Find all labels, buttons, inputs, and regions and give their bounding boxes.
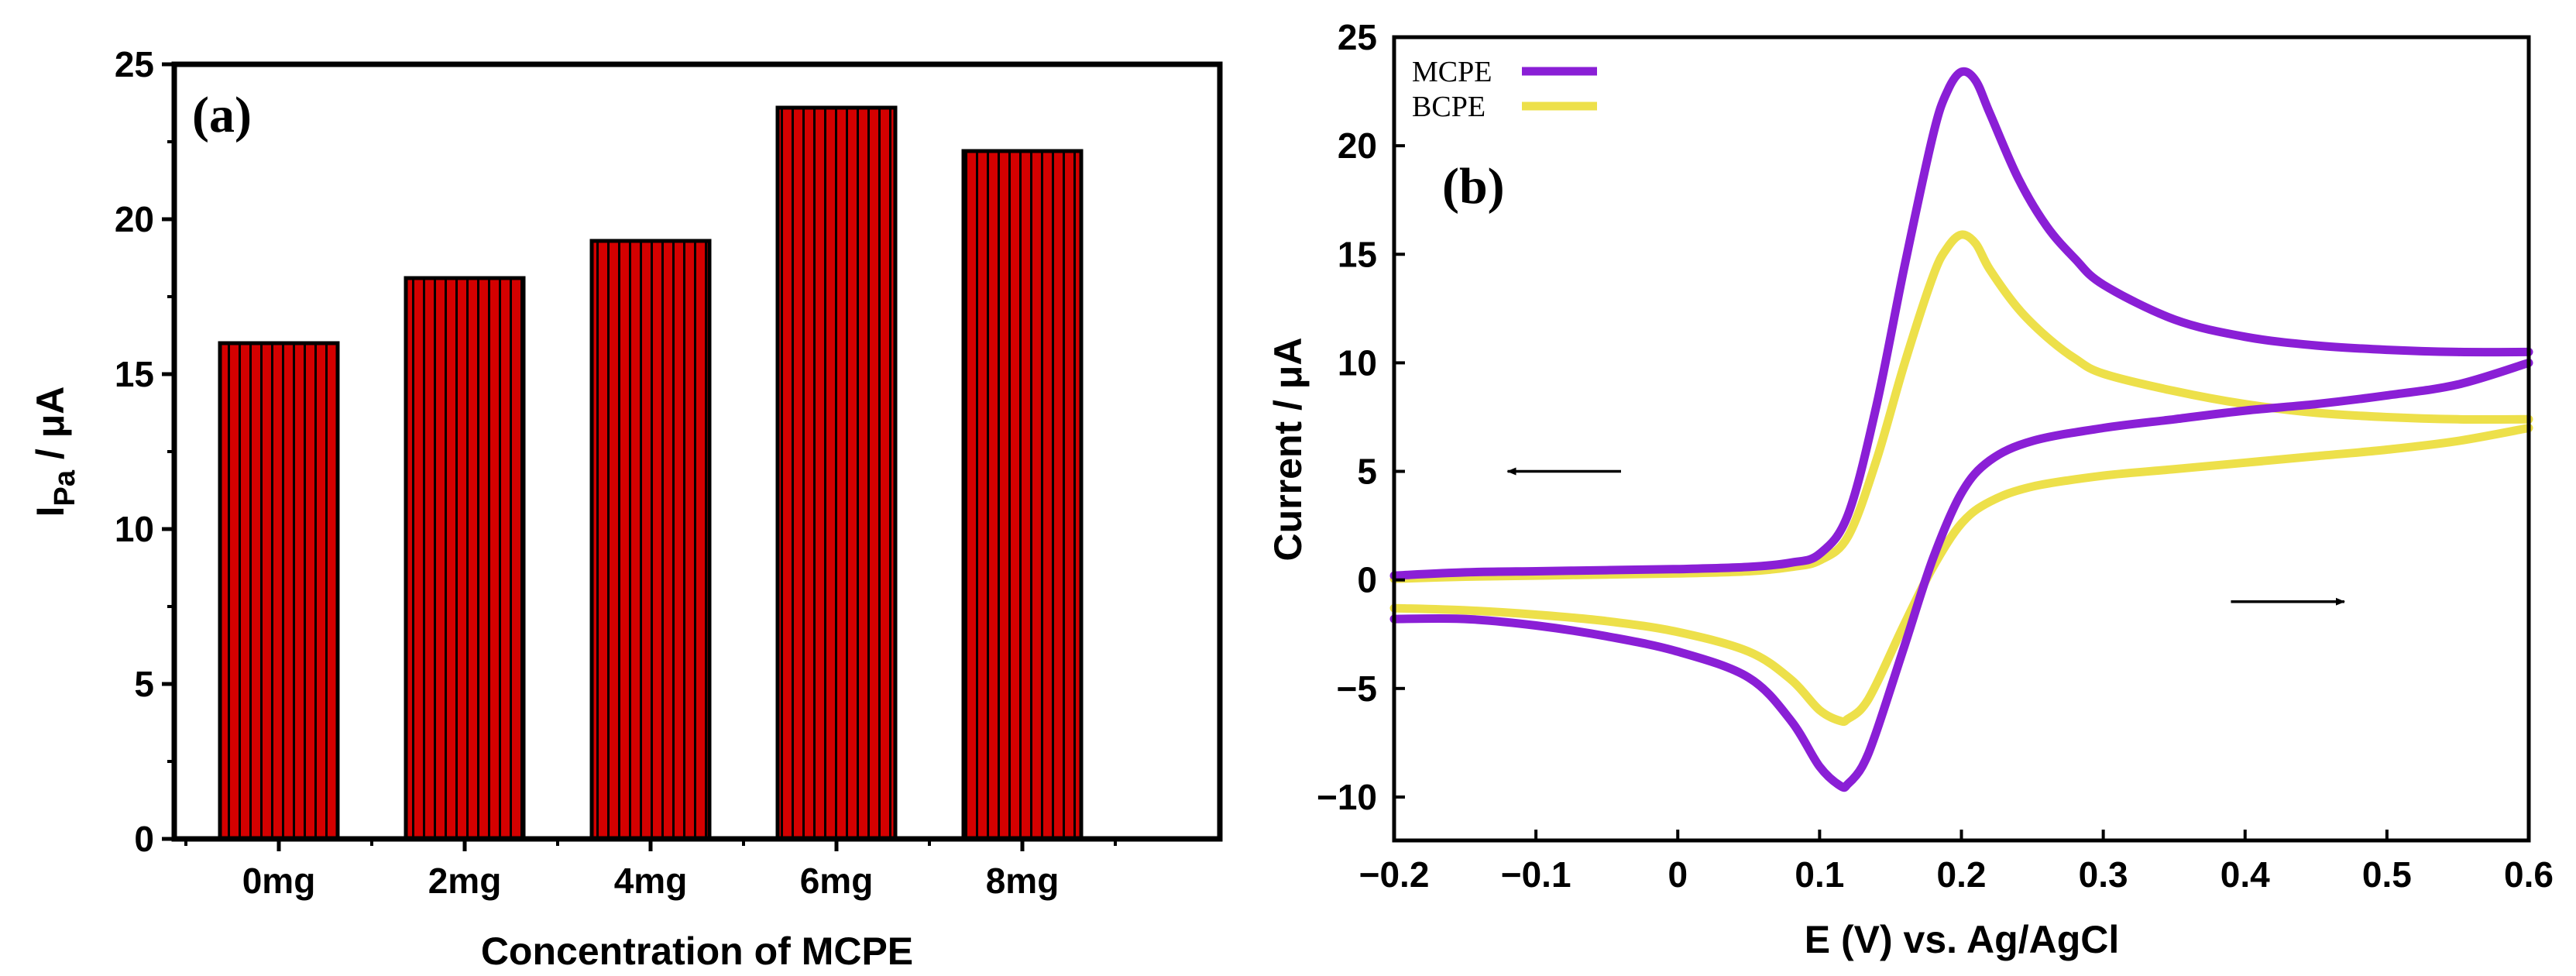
bar [218, 341, 340, 841]
x-tick-label: 0mg [242, 861, 316, 901]
bar-chart-panel: 0 5 10 15 20 25 0mg 2mg 4mg 6mg 8mg (a) Concentra… [29, 44, 1223, 973]
x-tick-label: 0.3 [2079, 854, 2128, 895]
y-tick-label: 20 [1338, 125, 1377, 166]
x-tick-label: −0.2 [1359, 854, 1430, 895]
x-tick-label: 0.5 [2362, 854, 2412, 895]
y-tick-label: 0 [134, 819, 154, 859]
y-tick-label: 20 [115, 199, 154, 239]
panel-label: (a) [192, 87, 252, 143]
x-tick-label: 0.6 [2504, 854, 2554, 895]
bar [961, 149, 1084, 841]
x-tick-label: 4mg [614, 861, 688, 901]
y-axis-title: Current / μA [1266, 338, 1310, 562]
x-tick-label: 8mg [986, 861, 1060, 901]
bar-series [218, 105, 1084, 841]
x-tick-label: 0.1 [1795, 854, 1844, 895]
y-tick-label: 0 [1357, 560, 1377, 600]
y-axis: 0 5 10 15 20 25 [115, 44, 174, 859]
y-tick-label: −5 [1337, 668, 1377, 709]
y-tick-label: 10 [115, 509, 154, 549]
cv-chart-panel: −10 −5 0 5 10 15 20 25 −0.2 −0.1 0 0.1 0.2 0.3 0.4 0.5… [1266, 17, 2554, 961]
y-tick-label: 15 [115, 354, 154, 394]
x-axis-title: Concentration of MCPE [481, 930, 913, 973]
x-tick-label: 0.2 [1937, 854, 1987, 895]
plot-frame [1392, 35, 2531, 843]
y-axis-title: IPa / μA [29, 387, 81, 517]
y-tick-label: 15 [1338, 234, 1377, 274]
y-tick-label: −10 [1317, 777, 1377, 817]
y-tick-label: 5 [1357, 452, 1377, 492]
x-axis-title: E (V) vs. Ag/AgCl [1805, 918, 2120, 961]
x-tick-label: 6mg [800, 861, 874, 901]
bcpe-forward-scan-line [1389, 230, 2533, 583]
y-tick-label: 25 [1338, 17, 1377, 57]
legend-label: BCPE [1412, 91, 1485, 123]
mcpe-reverse-scan-line [1389, 358, 2533, 792]
bcpe-reverse-scan-line [1389, 424, 2533, 727]
panel-label: (b) [1442, 158, 1505, 215]
cv-curves [1389, 67, 2533, 792]
bar [589, 239, 712, 841]
y-axis: −10 −5 0 5 10 15 20 25 [1317, 17, 1405, 817]
x-axis: 0mg 2mg 4mg 6mg 8mg [184, 839, 1117, 901]
x-tick-label: 2mg [428, 861, 502, 901]
x-tick-label: 0 [1668, 854, 1688, 895]
mcpe-forward-scan-line [1389, 67, 2533, 580]
y-tick-label: 25 [115, 44, 154, 84]
x-tick-label: −0.1 [1501, 854, 1571, 895]
y-tick-label: 10 [1338, 342, 1377, 383]
bar [775, 105, 898, 841]
direction-arrows [1506, 467, 2345, 606]
legend-label: MCPE [1412, 56, 1492, 88]
bar [404, 276, 526, 841]
x-tick-label: 0.4 [2221, 854, 2270, 895]
y-tick-label: 5 [134, 664, 154, 704]
x-axis: −0.2 −0.1 0 0.1 0.2 0.3 0.4 0.5 0.6 [1359, 830, 2554, 895]
